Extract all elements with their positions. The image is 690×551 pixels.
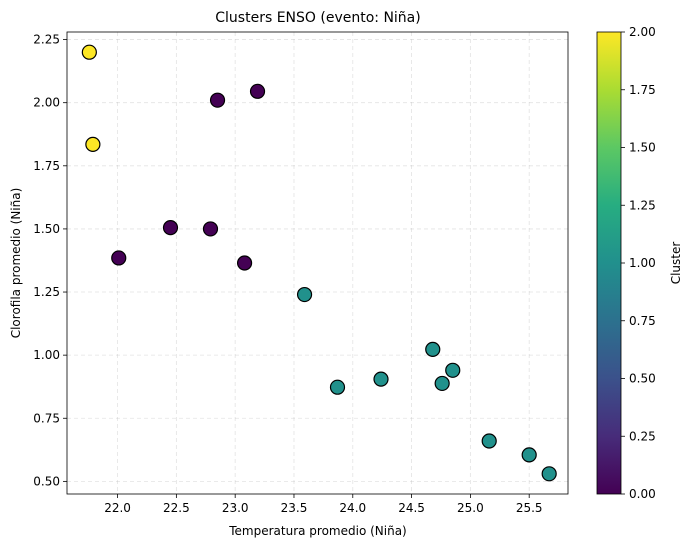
data-point-cluster-1: [521, 447, 537, 463]
x-tick-label: 22.5: [163, 501, 190, 515]
colorbar-tick-label: 1.25: [629, 198, 656, 212]
x-tick-label: 25.5: [516, 501, 543, 515]
data-point-cluster-1: [329, 379, 346, 395]
colorbar-tick-label: 0.25: [629, 429, 656, 443]
y-tick-label: 1.00: [33, 348, 60, 362]
y-tick-label: 1.75: [33, 159, 60, 173]
y-tick-label: 2.25: [33, 33, 60, 47]
colorbar-tick-label: 0.75: [629, 314, 656, 328]
data-point-cluster-0: [202, 221, 219, 237]
x-tick-label: 22.0: [104, 501, 131, 515]
grid: [67, 32, 568, 494]
data-point-cluster-1: [541, 466, 557, 482]
y-tick-label: 0.75: [33, 411, 60, 425]
y-axis-ticks: 0.50 0.75 1.00 1.25 1.50 1.75 2.00 2.25: [33, 33, 67, 488]
x-tick-label: 24.0: [339, 501, 366, 515]
data-point-cluster-1: [425, 341, 441, 357]
x-tick-label: 23.5: [281, 501, 308, 515]
colorbar-tick-label: 0.00: [629, 487, 656, 501]
x-tick-label: 24.5: [398, 501, 425, 515]
data-point-cluster-1: [445, 362, 461, 378]
data-point-cluster-0: [162, 220, 179, 236]
colorbar: [597, 32, 621, 494]
x-axis-label: Temperatura promedio (Niña): [228, 524, 407, 538]
data-point-cluster-0: [209, 92, 226, 108]
data-point-cluster-2: [85, 136, 101, 152]
x-axis-ticks: 22.0 22.5 23.0 23.5 24.0 24.5 25.0 25.5: [104, 494, 543, 515]
chart-title: Clusters ENSO (evento: Niña): [215, 10, 420, 26]
colorbar-tick-label: 1.75: [629, 83, 656, 97]
colorbar-tick-label: 1.00: [629, 256, 656, 270]
data-point-cluster-1: [373, 371, 389, 387]
plot-frame: [66, 31, 569, 495]
y-tick-label: 1.50: [33, 222, 60, 236]
y-tick-label: 0.50: [33, 474, 60, 488]
colorbar-ticks: 0.00 0.25 0.50 0.75 1.00 1.25 1.50 1.75 2.00: [621, 25, 656, 501]
data-point-cluster-1: [434, 375, 450, 392]
data-point-cluster-0: [111, 250, 127, 266]
y-tick-label: 1.25: [33, 285, 60, 299]
data-points: [81, 44, 557, 482]
data-point-cluster-1: [296, 286, 313, 303]
data-point-cluster-0: [236, 255, 253, 271]
y-axis-label: Clorofila promedio (Niña): [9, 188, 23, 339]
x-tick-label: 25.0: [457, 501, 484, 515]
x-tick-label: 23.0: [222, 501, 249, 515]
data-point-cluster-2: [81, 44, 97, 60]
data-point-cluster-0: [249, 83, 266, 99]
y-tick-label: 2.00: [33, 96, 60, 110]
colorbar-tick-label: 2.00: [629, 25, 656, 39]
colorbar-label: Cluster: [669, 242, 683, 285]
data-point-cluster-1: [481, 433, 497, 449]
colorbar-tick-label: 0.50: [629, 372, 656, 386]
colorbar-tick-label: 1.50: [629, 141, 656, 155]
